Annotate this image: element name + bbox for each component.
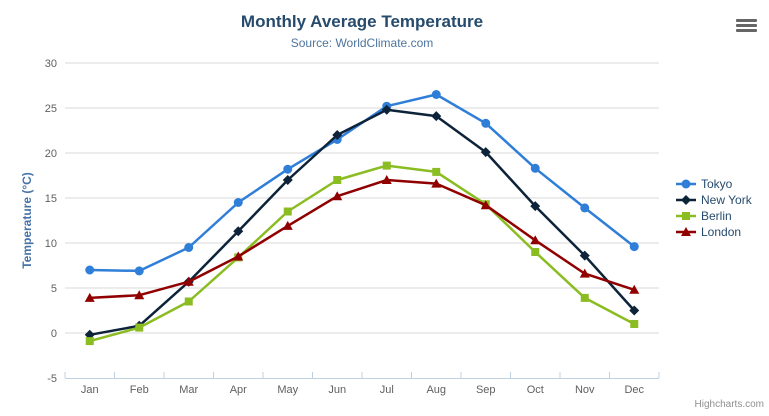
x-tick-label: Jul xyxy=(380,384,394,396)
chart-title: Monthly Average Temperature xyxy=(240,12,484,31)
data-point-new-york-may[interactable] xyxy=(282,175,293,185)
data-point-london-may[interactable] xyxy=(282,220,293,230)
x-tick-label: Sep xyxy=(476,384,496,396)
y-tick-label: 10 xyxy=(45,238,57,250)
data-point-london-jul[interactable] xyxy=(381,175,392,184)
x-tick-label: Apr xyxy=(230,384,247,396)
y-tick-label: 0 xyxy=(51,328,57,340)
data-point-london-feb[interactable] xyxy=(134,290,145,300)
data-point-berlin-mar[interactable] xyxy=(184,297,193,306)
legend-symbol-circle-icon xyxy=(676,179,696,189)
data-point-new-york-oct[interactable] xyxy=(530,201,541,212)
series-new-york xyxy=(84,104,640,340)
x-tick-label: Dec xyxy=(624,384,644,396)
y-tick-label: 25 xyxy=(45,103,57,115)
context-menu-button[interactable] xyxy=(734,17,759,35)
y-tick-label: -5 xyxy=(47,373,57,385)
legend-item-berlin[interactable]: Berlin xyxy=(676,208,752,224)
y-tick-label: 30 xyxy=(45,58,57,70)
series-line-tokyo xyxy=(88,93,636,273)
x-tick-label: Mar xyxy=(179,384,198,396)
data-point-london-dec[interactable] xyxy=(629,284,640,294)
credits-link[interactable]: Highcharts.com xyxy=(694,399,764,410)
legend-marker-new-york xyxy=(681,195,691,205)
data-point-new-york-sep[interactable] xyxy=(480,147,491,158)
legend-marker-berlin xyxy=(682,212,690,220)
data-point-berlin-nov[interactable] xyxy=(580,293,589,302)
legend-label-berlin: Berlin xyxy=(701,209,732,223)
data-point-berlin-jun[interactable] xyxy=(333,176,342,184)
series-line-new-york xyxy=(88,108,636,337)
legend-symbol-triangle-icon xyxy=(676,227,696,236)
y-axis-labels: -5 0 5 10 15 20 25 30 xyxy=(45,58,57,385)
x-tick-label: Jun xyxy=(328,384,346,396)
data-point-london-mar[interactable] xyxy=(183,276,194,286)
data-point-london-nov[interactable] xyxy=(579,268,590,278)
hamburger-icon xyxy=(734,18,759,32)
data-point-tokyo-oct[interactable] xyxy=(530,163,540,173)
y-tick-label: 5 xyxy=(51,283,57,295)
data-point-new-york-dec[interactable] xyxy=(629,305,640,316)
x-tick-label: May xyxy=(277,384,298,396)
data-point-london-apr[interactable] xyxy=(233,251,244,261)
chart-subtitle: Source: WorldClimate.com xyxy=(290,36,434,50)
x-tick-label: Jan xyxy=(81,384,99,396)
y-axis-title: Temperature (°C) xyxy=(20,172,34,269)
legend-item-tokyo[interactable]: Tokyo xyxy=(676,176,752,192)
data-point-london-aug[interactable] xyxy=(431,178,442,188)
data-point-london-jun[interactable] xyxy=(332,191,343,201)
data-point-london-oct[interactable] xyxy=(530,235,541,245)
legend-item-new-york[interactable]: New York xyxy=(676,192,752,208)
series-line-berlin xyxy=(88,164,636,343)
data-point-berlin-jan[interactable] xyxy=(85,337,94,346)
legend-marker-london xyxy=(681,227,691,236)
legend-marker-tokyo xyxy=(681,179,691,189)
legend: Tokyo New York Berlin London xyxy=(676,176,752,240)
y-tick-label: 15 xyxy=(45,193,57,205)
data-point-new-york-jun[interactable] xyxy=(332,130,343,140)
data-point-new-york-apr[interactable] xyxy=(233,226,244,237)
legend-symbol-diamond-icon xyxy=(676,195,696,205)
data-point-berlin-aug[interactable] xyxy=(432,167,441,176)
legend-label-new-york: New York xyxy=(701,193,752,207)
legend-item-london[interactable]: London xyxy=(676,224,752,240)
data-point-berlin-may[interactable] xyxy=(283,207,292,216)
legend-label-tokyo: Tokyo xyxy=(701,177,733,191)
x-tick-label: Aug xyxy=(426,384,446,396)
series-line-london xyxy=(88,178,636,300)
data-point-tokyo-nov[interactable] xyxy=(580,203,590,213)
x-axis xyxy=(64,372,660,379)
x-tick-label: Feb xyxy=(130,384,149,396)
data-point-new-york-nov[interactable] xyxy=(579,250,590,261)
data-point-berlin-oct[interactable] xyxy=(531,248,540,256)
x-axis-labels: Jan Feb Mar Apr May Jun Jul Aug Sep Oct Nov Dec xyxy=(81,384,645,396)
data-point-tokyo-jan[interactable] xyxy=(85,265,95,275)
data-point-tokyo-mar[interactable] xyxy=(184,243,194,252)
legend-label-london: London xyxy=(701,225,742,239)
x-tick-label: Nov xyxy=(575,384,595,396)
series-london xyxy=(84,175,640,302)
data-point-tokyo-apr[interactable] xyxy=(233,198,243,207)
data-point-berlin-dec[interactable] xyxy=(630,320,639,328)
data-point-tokyo-dec[interactable] xyxy=(629,242,639,252)
gridlines xyxy=(65,62,659,334)
x-tick-label: Oct xyxy=(527,384,544,396)
data-point-tokyo-sep[interactable] xyxy=(481,118,491,128)
data-point-tokyo-feb[interactable] xyxy=(134,266,144,276)
y-tick-label: 20 xyxy=(45,148,57,160)
data-point-tokyo-aug[interactable] xyxy=(431,90,441,99)
legend-symbol-square-icon xyxy=(676,212,696,220)
data-point-london-sep[interactable] xyxy=(480,200,491,210)
data-point-berlin-jul[interactable] xyxy=(382,161,391,170)
data-point-new-york-jul[interactable] xyxy=(381,104,392,115)
data-point-london-jan[interactable] xyxy=(84,292,95,302)
data-point-new-york-aug[interactable] xyxy=(431,111,442,122)
data-point-berlin-feb[interactable] xyxy=(135,323,144,332)
data-point-tokyo-may[interactable] xyxy=(283,164,293,174)
series-tokyo xyxy=(85,90,639,276)
